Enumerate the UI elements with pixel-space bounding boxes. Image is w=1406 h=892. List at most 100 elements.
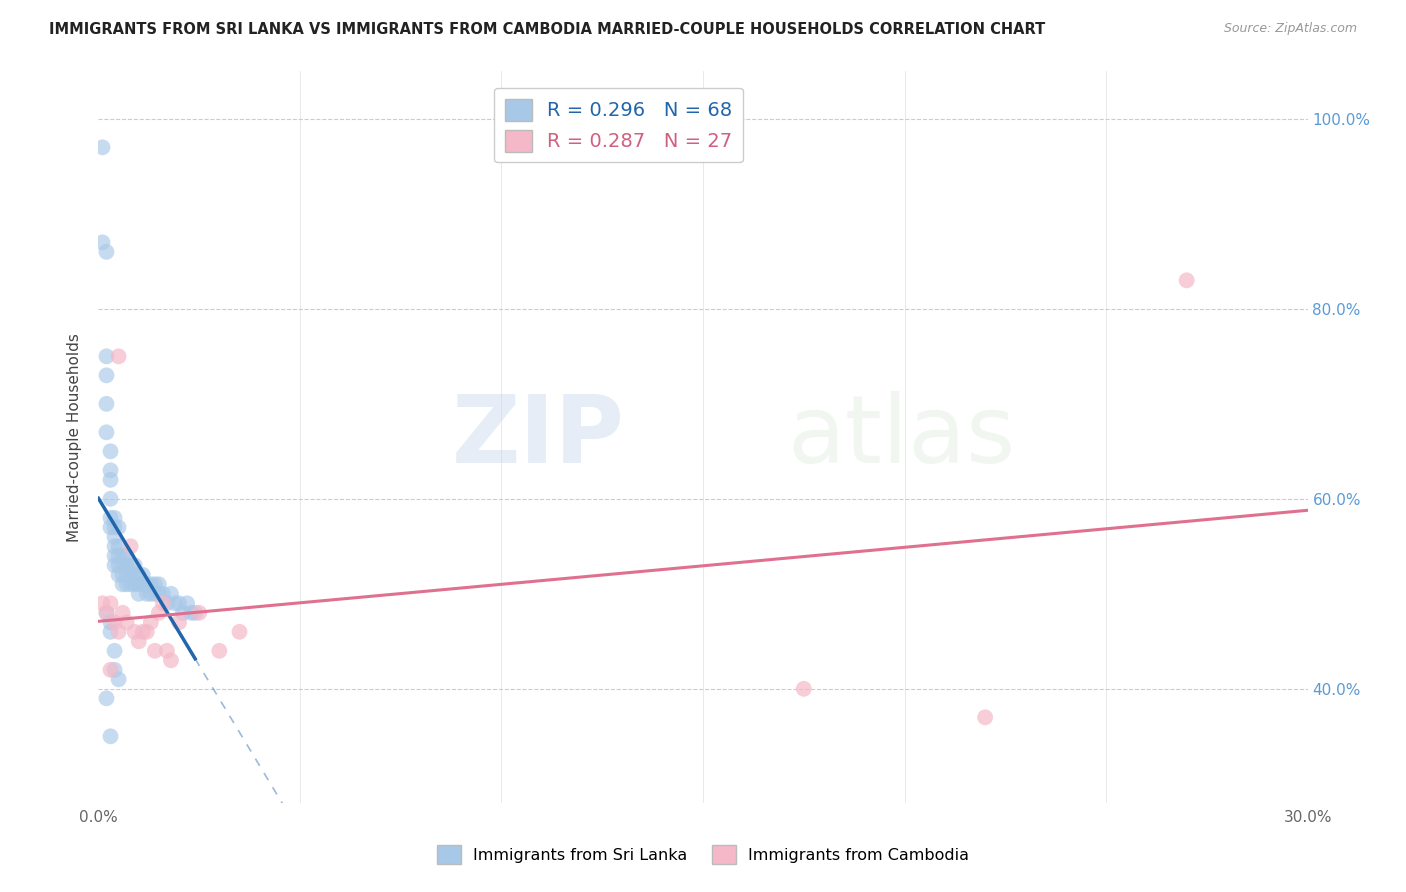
Point: [100, 663, 122, 677]
Point: [107, 349, 129, 363]
Point: [96, 244, 118, 259]
Point: [115, 558, 138, 573]
Point: [115, 567, 138, 582]
Point: [96, 368, 118, 383]
Point: [100, 491, 122, 506]
Point: [115, 615, 138, 630]
Point: [152, 587, 174, 601]
Point: [124, 558, 146, 573]
Point: [115, 549, 138, 563]
Point: [128, 634, 150, 648]
Point: [167, 596, 190, 610]
Point: [139, 615, 162, 630]
Point: [107, 539, 129, 553]
Point: [163, 596, 186, 610]
Y-axis label: Married-couple Households: Married-couple Households: [67, 333, 83, 541]
Point: [132, 624, 155, 639]
Point: [208, 644, 231, 658]
Point: [111, 558, 134, 573]
Point: [100, 463, 122, 477]
Point: [100, 473, 122, 487]
Point: [96, 425, 118, 440]
Text: ZIP: ZIP: [451, 391, 624, 483]
Point: [103, 539, 125, 553]
Point: [120, 567, 142, 582]
Point: [103, 558, 125, 573]
Point: [143, 587, 166, 601]
Text: atlas: atlas: [787, 391, 1017, 483]
Point: [107, 673, 129, 687]
Point: [96, 397, 118, 411]
Point: [793, 681, 815, 696]
Point: [100, 511, 122, 525]
Point: [143, 577, 166, 591]
Point: [107, 558, 129, 573]
Point: [100, 729, 122, 743]
Point: [107, 624, 129, 639]
Point: [160, 653, 183, 667]
Point: [115, 577, 138, 591]
Point: [111, 549, 134, 563]
Point: [172, 606, 194, 620]
Point: [107, 549, 129, 563]
Point: [107, 567, 129, 582]
Point: [103, 663, 125, 677]
Point: [107, 520, 129, 534]
Point: [974, 710, 997, 724]
Point: [1175, 273, 1198, 287]
Text: IMMIGRANTS FROM SRI LANKA VS IMMIGRANTS FROM CAMBODIA MARRIED-COUPLE HOUSEHOLDS : IMMIGRANTS FROM SRI LANKA VS IMMIGRANTS …: [49, 22, 1046, 37]
Point: [111, 606, 134, 620]
Point: [124, 624, 146, 639]
Point: [103, 511, 125, 525]
Point: [184, 606, 207, 620]
Text: Source: ZipAtlas.com: Source: ZipAtlas.com: [1223, 22, 1357, 36]
Point: [148, 606, 170, 620]
Point: [124, 567, 146, 582]
Point: [124, 577, 146, 591]
Point: [156, 644, 179, 658]
Point: [160, 587, 183, 601]
Point: [96, 349, 118, 363]
Point: [100, 615, 122, 630]
Point: [103, 644, 125, 658]
Legend: R = 0.296   N = 68, R = 0.287   N = 27: R = 0.296 N = 68, R = 0.287 N = 27: [494, 87, 742, 162]
Point: [111, 577, 134, 591]
Point: [139, 587, 162, 601]
Point: [100, 624, 122, 639]
Point: [103, 615, 125, 630]
Point: [156, 596, 179, 610]
Point: [135, 624, 157, 639]
Point: [148, 587, 170, 601]
Point: [152, 596, 174, 610]
Point: [103, 549, 125, 563]
Point: [91, 235, 114, 250]
Point: [135, 577, 157, 591]
Point: [103, 520, 125, 534]
Point: [167, 615, 190, 630]
Point: [91, 596, 114, 610]
Point: [100, 596, 122, 610]
Point: [148, 577, 170, 591]
Point: [100, 520, 122, 534]
Point: [180, 606, 202, 620]
Point: [103, 530, 125, 544]
Point: [132, 577, 155, 591]
Point: [120, 577, 142, 591]
Point: [139, 577, 162, 591]
Point: [228, 624, 250, 639]
Point: [120, 558, 142, 573]
Point: [188, 606, 211, 620]
Point: [96, 606, 118, 620]
Point: [143, 644, 166, 658]
Point: [128, 577, 150, 591]
Point: [120, 539, 142, 553]
Point: [132, 567, 155, 582]
Point: [100, 444, 122, 458]
Point: [128, 587, 150, 601]
Point: [111, 567, 134, 582]
Point: [135, 587, 157, 601]
Point: [96, 691, 118, 706]
Point: [128, 567, 150, 582]
Point: [96, 606, 118, 620]
Legend: Immigrants from Sri Lanka, Immigrants from Cambodia: Immigrants from Sri Lanka, Immigrants fr…: [430, 838, 976, 871]
